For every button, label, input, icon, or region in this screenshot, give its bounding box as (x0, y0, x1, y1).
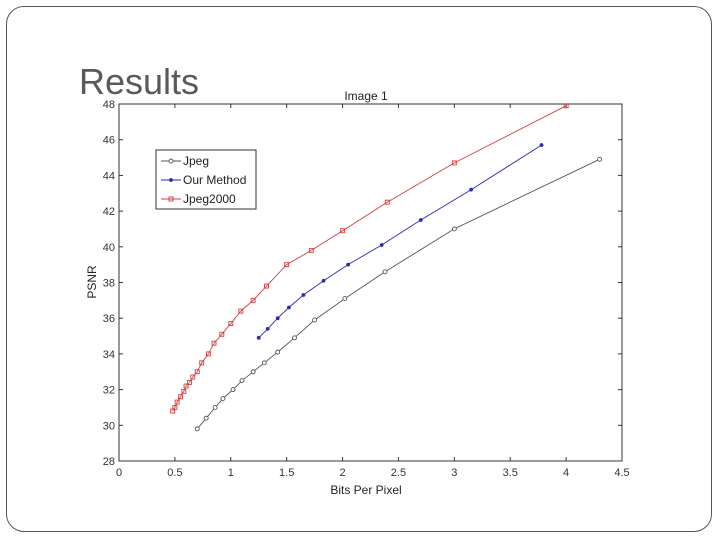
series-layer (170, 103, 603, 432)
data-point-jpeg2000 (174, 399, 180, 405)
x-tick-label: 3 (451, 467, 457, 479)
plot-area (118, 103, 623, 462)
data-point-our-method (418, 218, 423, 222)
x-tick-label: 1.5 (279, 467, 294, 479)
data-point-jpeg2000 (190, 374, 196, 380)
data-point-jpeg2000 (219, 331, 225, 337)
data-point-jpeg (451, 226, 457, 232)
y-tick-label: 32 (103, 385, 115, 397)
data-point-jpeg2000 (384, 199, 390, 205)
data-point-jpeg (203, 415, 209, 421)
data-point-jpeg2000 (284, 262, 290, 268)
legend-marker-jpeg2000 (168, 196, 174, 202)
x-axis-label: Bits Per Pixel (330, 483, 401, 497)
data-point-jpeg2000 (211, 340, 217, 346)
x-tick-label: 4.5 (614, 467, 629, 479)
y-tick-label: 30 (103, 420, 115, 432)
data-point-jpeg (597, 156, 603, 162)
data-point-jpeg2000 (183, 383, 189, 389)
data-point-jpeg2000 (199, 360, 205, 366)
data-point-jpeg (212, 405, 218, 410)
x-tick-label: 2.5 (391, 467, 406, 479)
y-tick-label: 28 (103, 456, 115, 468)
legend-label-our-method: Our Method (183, 173, 246, 187)
y-tick-label: 40 (103, 242, 115, 254)
legend: Jpeg Our Method Jpeg2000 (155, 149, 257, 210)
data-point-our-method (469, 187, 474, 192)
data-point-jpeg2000 (340, 228, 346, 234)
y-tick-label: 42 (103, 206, 115, 218)
data-point-our-method (256, 335, 261, 340)
data-point-our-method (539, 143, 544, 147)
data-point-jpeg2000 (186, 380, 192, 385)
data-point-jpeg2000 (308, 247, 314, 253)
data-point-our-method (301, 293, 306, 297)
data-point-our-method (346, 262, 351, 267)
data-point-jpeg (312, 317, 318, 323)
data-point-jpeg2000 (194, 369, 200, 375)
data-point-jpeg (250, 369, 256, 375)
data-point-jpeg (194, 426, 200, 432)
series-jpeg2000 (170, 103, 569, 414)
data-point-jpeg2000 (181, 388, 187, 394)
x-tick-label: 4 (563, 467, 569, 479)
data-point-jpeg2000 (451, 160, 457, 166)
data-point-jpeg (239, 378, 245, 384)
data-point-our-method (265, 327, 270, 331)
data-point-jpeg (342, 296, 348, 302)
data-point-jpeg2000 (563, 103, 569, 109)
data-point-jpeg (220, 396, 226, 401)
data-point-jpeg2000 (178, 394, 183, 400)
x-tick-label: 1 (228, 467, 234, 479)
y-tick-label: 38 (103, 278, 115, 290)
legend-marker-jpeg (168, 158, 174, 164)
x-tick-label: 0.5 (167, 467, 182, 479)
data-point-jpeg2000 (172, 405, 178, 410)
x-tick-label: 2 (339, 467, 345, 479)
y-axis-label: PSNR (85, 265, 99, 299)
x-tick-label: 0 (116, 467, 122, 479)
axis-ticks: 0 0.5 1 1.5 2 2.5 3 3.5 4 4.5 28 30 32 34 36 38 40 42 44 46… (103, 99, 630, 479)
chart-title: Image 1 (344, 89, 388, 103)
data-point-jpeg (230, 387, 236, 393)
series-jpeg (194, 156, 603, 432)
y-tick-label: 48 (103, 99, 115, 111)
data-point-jpeg2000 (228, 321, 234, 327)
data-point-jpeg2000 (238, 308, 244, 314)
data-point-jpeg2000 (264, 283, 269, 289)
y-tick-label: 34 (103, 349, 115, 361)
data-point-jpeg2000 (205, 351, 211, 357)
legend-label-jpeg: Jpeg (183, 154, 209, 168)
legend-marker-our-method (169, 178, 173, 182)
legend-label-jpeg2000: Jpeg2000 (183, 192, 236, 206)
y-tick-label: 44 (103, 170, 115, 182)
y-tick-label: 36 (103, 313, 115, 325)
data-point-jpeg (292, 335, 297, 341)
data-point-our-method (321, 278, 326, 283)
data-point-our-method (287, 305, 291, 310)
x-tick-label: 3.5 (503, 467, 518, 479)
data-point-jpeg (275, 349, 281, 355)
y-tick-label: 46 (103, 135, 115, 147)
data-point-jpeg2000 (250, 297, 256, 303)
data-point-our-method (379, 243, 384, 247)
data-point-jpeg (261, 360, 267, 366)
series-our-method (256, 143, 544, 340)
slide-title: Results (79, 61, 200, 102)
data-point-jpeg (382, 269, 388, 275)
data-point-our-method (275, 316, 280, 321)
